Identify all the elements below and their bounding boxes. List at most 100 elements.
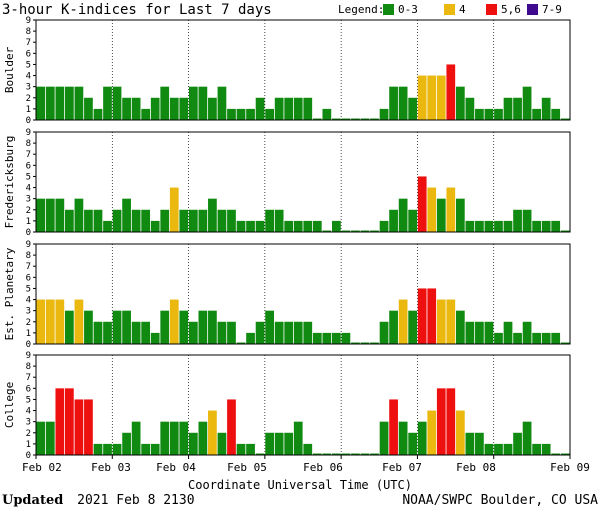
- bar: [227, 399, 236, 455]
- bar: [208, 97, 217, 120]
- bar: [122, 198, 131, 232]
- bar: [93, 209, 103, 232]
- y-tick-label: 6: [26, 161, 31, 171]
- panel-label: Boulder: [3, 46, 16, 93]
- bar: [303, 321, 313, 344]
- y-tick-label: 1: [26, 440, 31, 450]
- bar: [389, 86, 398, 120]
- panel-label: Fredericksburg: [3, 136, 16, 229]
- bar: [360, 230, 370, 232]
- bar: [379, 421, 389, 455]
- panels: 0123456789Boulder0123456789Fredericksbur…: [3, 16, 571, 461]
- y-tick-label: 2: [26, 318, 31, 328]
- bar: [551, 108, 561, 120]
- bar: [236, 108, 246, 120]
- y-tick-label: 3: [26, 418, 31, 428]
- bar: [408, 432, 418, 455]
- bar: [36, 86, 46, 120]
- bar: [141, 209, 151, 232]
- y-tick-label: 7: [26, 38, 31, 48]
- bar: [522, 86, 532, 120]
- bar: [84, 310, 93, 344]
- y-tick-label: 0: [26, 451, 31, 461]
- bar: [112, 86, 122, 120]
- bar: [246, 108, 255, 120]
- x-axis: Feb 02 Feb 03 Feb 04 Feb 05 Feb 06 Feb 07 Feb …: [22, 455, 590, 474]
- bar: [103, 443, 112, 455]
- bar: [74, 86, 84, 120]
- bar: [312, 220, 322, 232]
- bar: [45, 421, 55, 455]
- y-tick-label: 5: [26, 284, 31, 294]
- bar: [160, 209, 170, 232]
- legend-swatch: [527, 4, 538, 15]
- panel-label: Est. Planetary: [3, 247, 16, 340]
- bar: [65, 209, 74, 232]
- bar: [379, 321, 389, 344]
- bar: [112, 443, 122, 455]
- y-tick-label: 6: [26, 273, 31, 283]
- bar: [55, 299, 65, 344]
- bar: [188, 321, 198, 344]
- y-tick-label: 7: [26, 373, 31, 383]
- bar: [217, 209, 227, 232]
- bar: [293, 220, 303, 232]
- bar: [122, 97, 131, 120]
- bar: [475, 321, 484, 344]
- bar: [169, 187, 179, 232]
- bar: [274, 321, 284, 344]
- y-tick-label: 8: [26, 139, 31, 149]
- panel-label: College: [3, 382, 16, 428]
- bar: [74, 299, 84, 344]
- bar: [475, 108, 484, 120]
- bar: [436, 198, 446, 232]
- bar: [322, 453, 332, 455]
- bar: [103, 321, 112, 344]
- bar: [188, 209, 198, 232]
- bar: [55, 198, 65, 232]
- bar: [427, 187, 437, 232]
- y-tick-label: 7: [26, 150, 31, 160]
- panel-frame: [35, 19, 571, 121]
- bar: [227, 209, 236, 232]
- bar: [436, 388, 446, 455]
- bar: [122, 310, 131, 344]
- bar: [236, 443, 246, 455]
- bar: [227, 108, 236, 120]
- bar: [398, 198, 408, 232]
- bar: [255, 97, 265, 120]
- y-tick-label: 9: [26, 351, 31, 361]
- bar: [484, 108, 494, 120]
- bar: [370, 342, 379, 344]
- bar: [255, 220, 265, 232]
- bar: [55, 388, 65, 455]
- bar: [541, 97, 551, 120]
- bar: [198, 209, 208, 232]
- bar: [246, 332, 255, 344]
- y-tick-label: 2: [26, 429, 31, 439]
- bar: [208, 410, 217, 455]
- bar: [455, 198, 465, 232]
- bar: [141, 108, 151, 120]
- y-tick-label: 2: [26, 206, 31, 216]
- bar: [65, 388, 74, 455]
- bar: [169, 97, 179, 120]
- bar: [370, 118, 379, 120]
- bar: [141, 443, 151, 455]
- bar: [141, 321, 151, 344]
- bar: [465, 220, 475, 232]
- bar: [179, 310, 189, 344]
- bar: [560, 230, 570, 232]
- bar: [341, 332, 351, 344]
- bar: [475, 220, 484, 232]
- bar: [322, 108, 332, 120]
- y-tick-label: 1: [26, 217, 31, 227]
- bar: [93, 108, 103, 120]
- bar: [274, 97, 284, 120]
- bar: [255, 321, 265, 344]
- bar: [322, 332, 332, 344]
- bar: [351, 230, 360, 232]
- bar: [341, 453, 351, 455]
